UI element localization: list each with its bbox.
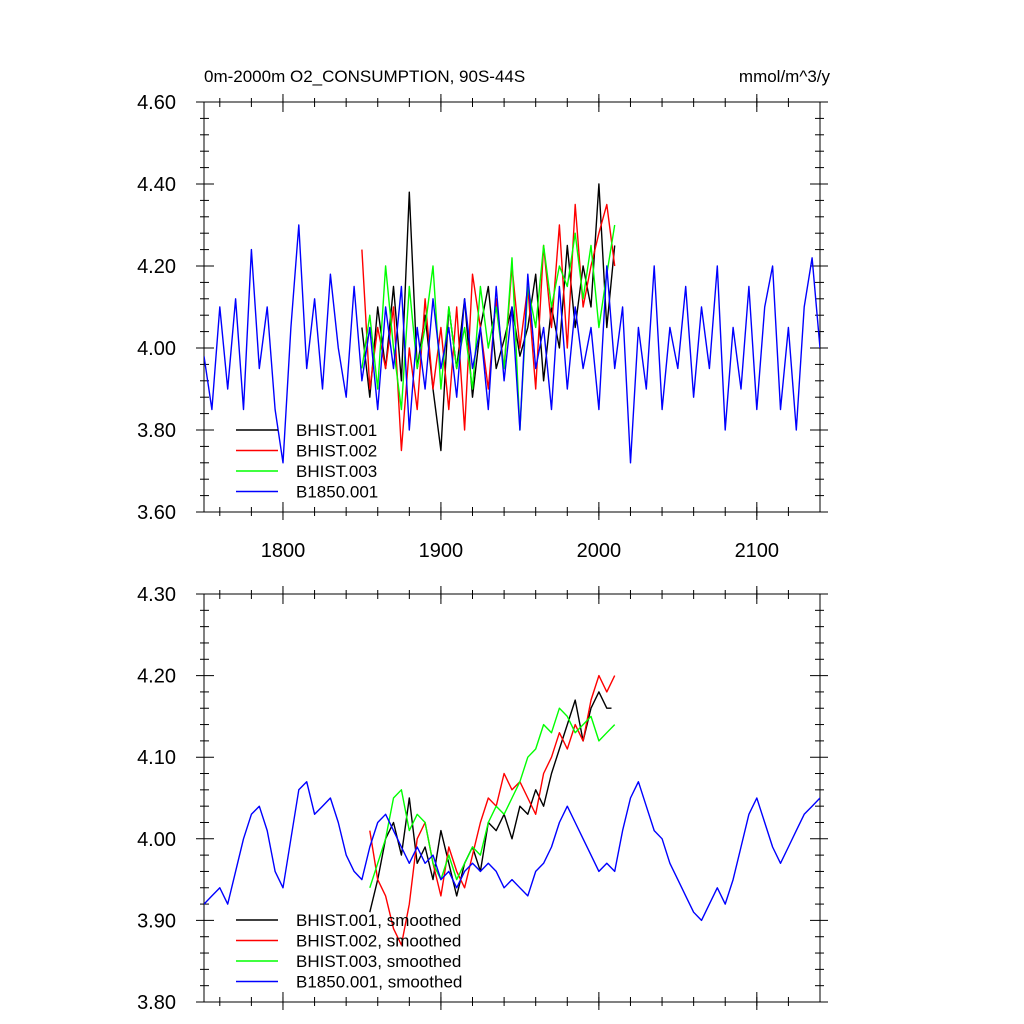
series-group: [204, 674, 820, 946]
legend-label: B1850.001, smoothed: [296, 973, 462, 992]
x-tick-label: 1900: [419, 540, 464, 562]
y-tick-label: 4.40: [137, 174, 176, 196]
series-line: [204, 224, 820, 464]
x-tick-label: 2000: [577, 540, 622, 562]
legend-label: BHIST.003, smoothed: [296, 952, 461, 971]
series-line: [204, 781, 820, 922]
y-tick-label: 4.10: [137, 747, 176, 769]
legend-label: BHIST.002, smoothed: [296, 932, 461, 951]
y-tick-label: 4.60: [137, 92, 176, 114]
y-tick-label: 4.30: [137, 584, 176, 606]
x-tick-label: 2100: [735, 540, 780, 562]
legend-label: BHIST.003: [296, 462, 377, 481]
legend-label: BHIST.002: [296, 442, 377, 461]
y-tick-label: 4.00: [137, 829, 176, 851]
units-label: mmol/m^3/y: [739, 67, 831, 86]
series-line: [361, 224, 616, 431]
chart-title: 0m-2000m O2_CONSUMPTION, 90S-44S: [204, 67, 525, 86]
legend-label: BHIST.001: [296, 421, 377, 440]
plot-frame: [203, 101, 821, 513]
y-tick-label: 3.80: [137, 420, 176, 442]
y-tick-label: 3.80: [137, 992, 176, 1014]
legend-label: B1850.001: [296, 483, 378, 502]
series-line: [369, 707, 616, 889]
x-tick-label: 1800: [261, 540, 306, 562]
y-tick-label: 3.60: [137, 502, 176, 524]
y-tick-label: 4.20: [137, 256, 176, 278]
y-tick-label: 4.20: [137, 666, 176, 688]
y-tick-label: 3.90: [137, 910, 176, 932]
series-group: [204, 183, 820, 464]
y-tick-label: 4.00: [137, 338, 176, 360]
bottom-panel: 3.80 3.90 4.00 4.10 4.20 4.30 BHIST.001, smoot…: [137, 584, 828, 1014]
legend-label: BHIST.001, smoothed: [296, 911, 461, 930]
top-panel: 1800 1900 2000 2100 3.60 3.80 4.00 4.20 4.40 4.60…: [137, 92, 828, 562]
series-line: [369, 691, 612, 913]
series-line: [361, 183, 616, 452]
